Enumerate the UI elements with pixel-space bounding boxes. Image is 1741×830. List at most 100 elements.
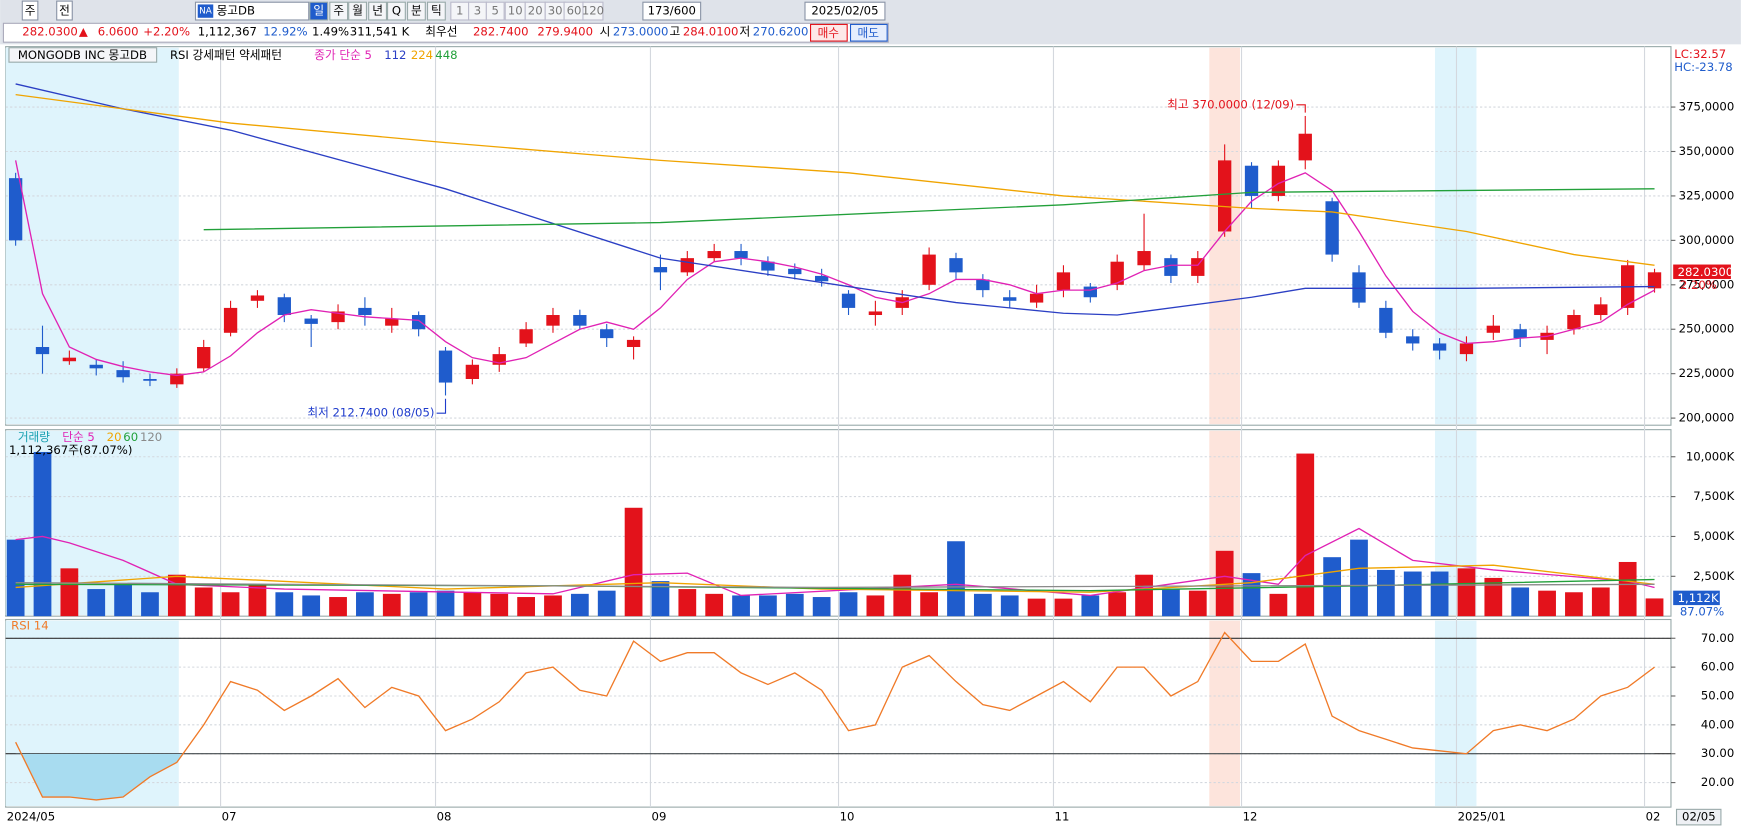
- title-box: [8, 47, 158, 63]
- symbol-box[interactable]: [194, 1, 310, 21]
- volume-bar: [1430, 571, 1449, 617]
- volume-bar: [382, 593, 401, 617]
- highlight-band: [5, 47, 179, 425]
- sell-button[interactable]: [849, 23, 888, 42]
- volume-bar: [114, 584, 132, 617]
- volume-bar: [194, 587, 213, 617]
- hc-label: HC:-23.78: [1674, 60, 1732, 74]
- interval-button[interactable]: [485, 1, 505, 21]
- candle-body: [1244, 165, 1259, 196]
- candle-body: [788, 268, 802, 275]
- highlight-band: [5, 430, 179, 616]
- candle-body: [35, 347, 50, 355]
- annotation: 최고 370.0000 (12/09): [1167, 97, 1294, 111]
- candle-body: [1567, 315, 1581, 330]
- legend-entry: 224: [411, 48, 433, 62]
- candle-body: [600, 329, 614, 339]
- x-tick-label: 10: [840, 810, 855, 824]
- period-button[interactable]: [406, 1, 426, 21]
- interval: 120: [582, 4, 604, 18]
- volume-bar: [570, 593, 589, 617]
- y-tick-label: 300,0000: [1679, 233, 1735, 247]
- period: 월: [352, 4, 363, 18]
- count: 173/600: [648, 4, 696, 18]
- period-button[interactable]: [329, 1, 349, 21]
- low-label: 저: [739, 25, 750, 39]
- x-tick-label: 08: [437, 810, 452, 824]
- quote-bar: [2, 22, 889, 43]
- volume-bar: [1511, 587, 1530, 617]
- ma-line: [203, 188, 1655, 231]
- interval: 1: [456, 4, 463, 18]
- volume-bar: [87, 589, 106, 617]
- candle-body: [1352, 272, 1366, 303]
- open-label: 시: [600, 25, 611, 39]
- volume-bar: [544, 595, 562, 617]
- last-price-tag: [1673, 264, 1731, 279]
- period-button[interactable]: [368, 1, 388, 21]
- candle-body: [277, 297, 291, 316]
- market-select[interactable]: [21, 0, 39, 21]
- rsi-line: [15, 631, 1655, 801]
- high-label: 고: [670, 25, 681, 39]
- period: 일: [313, 4, 324, 18]
- interval: 5: [492, 4, 499, 18]
- ratio: 1.49%: [312, 25, 349, 39]
- period-button[interactable]: [309, 1, 329, 21]
- period-button[interactable]: [387, 1, 406, 21]
- legend-entry: 종가 단순 5: [314, 48, 372, 62]
- volume-bar: [1135, 574, 1153, 617]
- candle-body: [1298, 133, 1312, 161]
- candle-body: [1459, 343, 1474, 355]
- date: 2025/02/05: [811, 4, 878, 18]
- interval-button[interactable]: [582, 1, 604, 21]
- volume-bar: [490, 593, 509, 617]
- candle-body: [1083, 286, 1097, 298]
- candle-body: [761, 261, 775, 271]
- market: 주: [25, 4, 36, 18]
- volume-bar: [1108, 592, 1127, 617]
- candle-body: [1379, 307, 1393, 333]
- interval: 60: [567, 4, 582, 18]
- interval: 3: [474, 4, 481, 18]
- highlight-band: [1209, 620, 1241, 807]
- x-tick-label: 2025/01: [1458, 810, 1506, 824]
- volume-bar: [436, 590, 455, 617]
- volume-summary: 1,112,367주(87.07%): [9, 443, 132, 457]
- candle-body: [89, 364, 103, 369]
- y-tick-label: 5,000K: [1693, 529, 1734, 543]
- pattern-label: RSI 강세패턴 약세패턴: [170, 48, 282, 62]
- period: 분: [411, 4, 422, 18]
- candle-body: [1432, 343, 1447, 351]
- code-badge: [197, 4, 214, 18]
- y-tick-label: 30.00: [1701, 746, 1734, 760]
- volume-bar: [1000, 595, 1019, 617]
- ma-line: [15, 83, 1655, 316]
- y-tick-label: 40.00: [1701, 717, 1734, 731]
- ask: 282.7400: [473, 25, 529, 39]
- candle-body: [116, 370, 130, 378]
- volume-bar: [60, 568, 79, 617]
- y-tick-label: 50.00: [1701, 688, 1734, 702]
- volume-bar: [651, 581, 670, 617]
- candle-body: [197, 347, 211, 369]
- ma-line: [14, 160, 1655, 377]
- last-price: 282.0300: [1678, 265, 1734, 279]
- buy-button[interactable]: [809, 23, 848, 42]
- volume-bar: [1269, 593, 1288, 617]
- candle-body: [519, 329, 533, 344]
- sell: 매도: [858, 26, 880, 40]
- y-tick-label: 20.00: [1701, 775, 1734, 789]
- scope-select[interactable]: [56, 0, 73, 21]
- candle-body: [546, 315, 560, 326]
- candle-body: [411, 315, 426, 330]
- date-box[interactable]: [804, 1, 886, 21]
- date-tag: [1675, 808, 1722, 826]
- period-button[interactable]: [426, 1, 446, 21]
- period: Q: [392, 4, 401, 18]
- period-button[interactable]: [348, 1, 368, 21]
- candle-body: [1110, 261, 1124, 285]
- volume-bar: [1618, 561, 1637, 617]
- volume-bar: [1484, 577, 1503, 617]
- volume-bar: [1027, 598, 1046, 617]
